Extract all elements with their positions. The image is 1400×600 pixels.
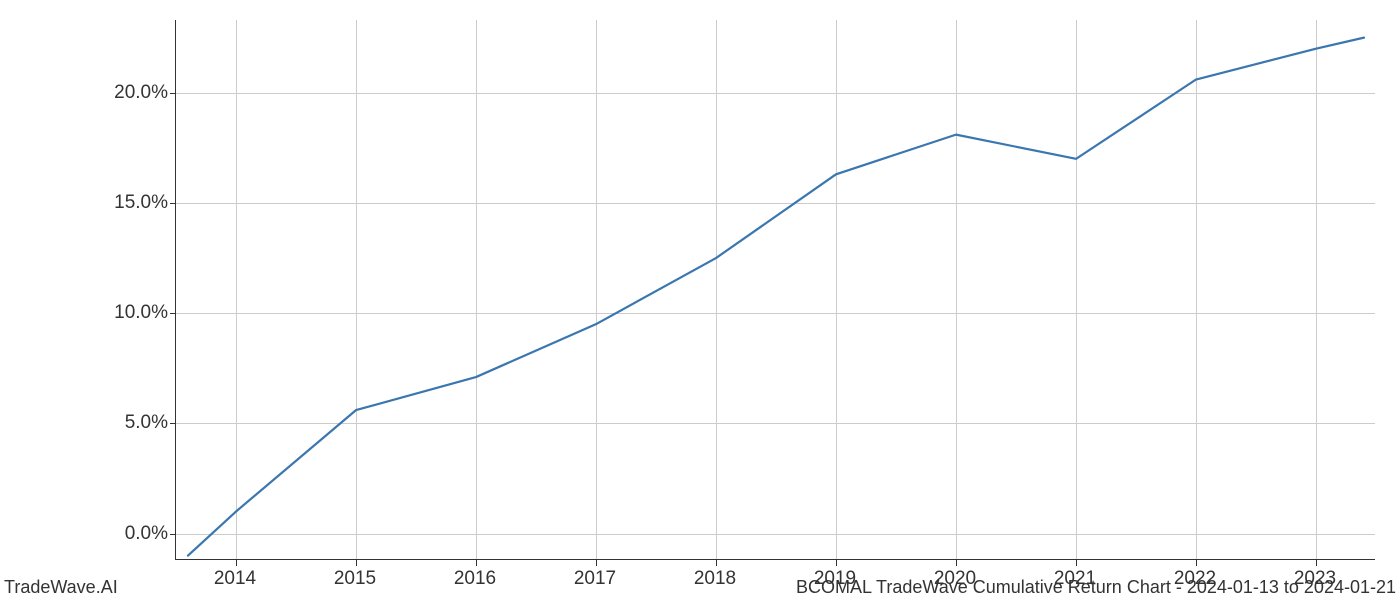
x-tick-mark — [1316, 560, 1317, 566]
y-tick-mark — [170, 534, 176, 535]
x-tick-mark — [1076, 560, 1077, 566]
footer-right-text: BCOMAL TradeWave Cumulative Return Chart… — [796, 577, 1396, 598]
x-tick-mark — [476, 560, 477, 566]
y-tick-mark — [170, 423, 176, 424]
y-tick-mark — [170, 203, 176, 204]
footer-left-text: TradeWave.AI — [4, 577, 118, 598]
y-tick-mark — [170, 313, 176, 314]
plot-area — [175, 20, 1375, 560]
x-tick-mark — [356, 560, 357, 566]
y-tick-label: 10.0% — [114, 302, 168, 324]
y-tick-label: 0.0% — [125, 523, 168, 545]
y-tick-label: 20.0% — [114, 82, 168, 104]
y-tick-label: 15.0% — [114, 192, 168, 214]
x-tick-mark — [1196, 560, 1197, 566]
x-tick-label: 2018 — [694, 568, 736, 590]
chart-container — [175, 20, 1375, 560]
x-tick-label: 2015 — [334, 568, 376, 590]
x-tick-label: 2017 — [574, 568, 616, 590]
x-tick-label: 2016 — [454, 568, 496, 590]
x-tick-mark — [716, 560, 717, 566]
line-series — [176, 20, 1376, 560]
y-tick-label: 5.0% — [125, 412, 168, 434]
x-tick-mark — [836, 560, 837, 566]
x-tick-mark — [236, 560, 237, 566]
x-tick-label: 2014 — [214, 568, 256, 590]
y-tick-mark — [170, 93, 176, 94]
x-tick-mark — [596, 560, 597, 566]
x-tick-mark — [956, 560, 957, 566]
